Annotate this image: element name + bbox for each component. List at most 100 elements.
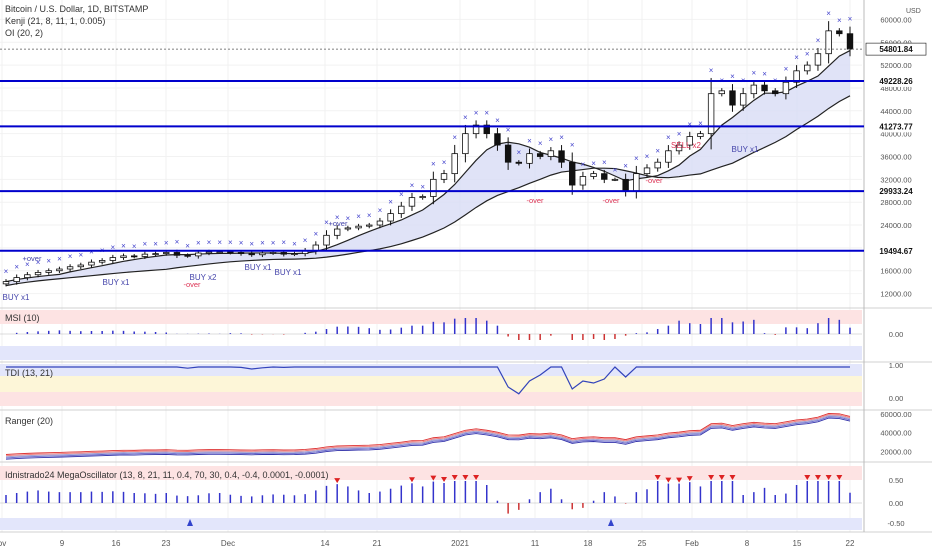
- cross-marker: ×: [132, 242, 137, 251]
- price-pane: × × × × × × × × × × × × × × × × × × × × × × × × × × × × × × × × × × × × × × × ×…: [0, 9, 864, 302]
- cross-marker: ×: [709, 66, 714, 75]
- cross-marker: ×: [538, 139, 543, 148]
- candle-down: [536, 153, 544, 157]
- ranger-tick-label: 60000.00: [880, 410, 911, 419]
- indicator-oi-label[interactable]: OI (20, 2): [5, 28, 43, 38]
- tdi-tick-label: 1.00: [889, 361, 904, 370]
- candle-down: [569, 161, 576, 186]
- cross-marker: ×: [837, 16, 842, 25]
- mega-oscillator-pane: [0, 466, 862, 530]
- candle-up: [579, 176, 587, 186]
- candle-up: [430, 178, 437, 197]
- cross-marker: ×: [367, 211, 372, 220]
- x-tick-label: Dec: [221, 539, 235, 548]
- candle-up: [120, 255, 127, 258]
- price-tick-label: 40000.00: [880, 130, 911, 139]
- cross-marker: ×: [549, 135, 554, 144]
- candle-up: [611, 178, 619, 181]
- candle-down: [280, 252, 287, 255]
- tdi-mid-zone: [0, 376, 862, 392]
- cross-marker: ×: [185, 241, 190, 250]
- cross-marker: ×: [784, 65, 789, 74]
- candle-up: [526, 153, 533, 164]
- cross-marker: ×: [271, 239, 276, 248]
- candle-up: [109, 257, 117, 261]
- cross-marker: ×: [388, 197, 393, 206]
- candle-up: [408, 197, 416, 207]
- mega-peak-marker: [676, 477, 683, 483]
- candle-up: [88, 261, 95, 266]
- cross-marker: ×: [260, 239, 265, 248]
- candle-down: [131, 255, 138, 258]
- cross-marker: ×: [196, 238, 201, 247]
- symbol-title[interactable]: Bitcoin / U.S. Dollar, 1D, BITSTAMP: [5, 4, 148, 14]
- sell-signal-label: SELL x2: [671, 141, 701, 150]
- candle-down: [729, 90, 736, 106]
- x-tick-label: 25: [638, 539, 647, 548]
- cross-marker: ×: [399, 190, 404, 199]
- price-tick-label: 32000.00: [880, 175, 911, 184]
- x-tick-label: 2021: [451, 539, 469, 548]
- indicator-kenji-label[interactable]: Kenji (21, 8, 11, 1, 0.005): [5, 16, 105, 26]
- price-tick-label: 12000.00: [880, 290, 911, 299]
- candle-up: [547, 150, 555, 157]
- msi-lower-zone: [0, 346, 862, 360]
- candle-up: [45, 270, 52, 273]
- mega-peak-marker: [441, 477, 448, 482]
- mega-title[interactable]: Idnistrado24 MegaOscillator (13, 8, 21, …: [5, 470, 329, 480]
- price-tick-label: 36000.00: [880, 153, 911, 162]
- cross-marker: ×: [217, 238, 222, 247]
- ranger-title[interactable]: Ranger (20): [5, 416, 53, 426]
- mega-tick-label: -0.50: [887, 519, 904, 528]
- mega-peak-marker: [825, 475, 832, 480]
- candle-down: [558, 150, 565, 163]
- candle-up: [387, 213, 394, 222]
- cross-marker: ×: [730, 72, 735, 81]
- cross-marker: ×: [581, 160, 586, 169]
- ma-band: [6, 50, 850, 286]
- mega-peak-marker: [814, 475, 821, 480]
- cross-marker: ×: [249, 239, 254, 248]
- cross-marker: ×: [335, 213, 340, 222]
- cross-marker: ×: [655, 146, 660, 155]
- cross-marker: ×: [431, 160, 436, 169]
- x-tick-label: 22: [846, 539, 855, 548]
- mega-peak-marker: [665, 477, 672, 483]
- ranger-pane: [5, 412, 851, 460]
- candle-up: [66, 266, 74, 270]
- cross-marker: ×: [677, 129, 682, 138]
- cross-marker: ×: [634, 154, 639, 163]
- cross-marker: ×: [527, 137, 532, 146]
- candle-down: [494, 133, 501, 146]
- candle-up: [163, 252, 170, 254]
- cross-marker: ×: [591, 159, 596, 168]
- price-tick-label: 48000.00: [880, 84, 911, 93]
- candle-up: [451, 153, 458, 175]
- price-tick-label: 24000.00: [880, 221, 911, 230]
- candle-up: [793, 70, 800, 83]
- ranger-band-line: [5, 416, 851, 459]
- x-tick-label: 8: [745, 539, 750, 548]
- candle-up: [707, 93, 715, 135]
- cross-marker: ×: [805, 49, 810, 58]
- slow-ma-line: [5, 95, 851, 287]
- tdi-line: [6, 366, 850, 395]
- price-tick-label: 28000.00: [880, 198, 911, 207]
- candle-down: [772, 90, 779, 95]
- cross-marker: ×: [346, 214, 351, 223]
- mega-peak-marker: [473, 475, 480, 480]
- over-signal-label: +over: [23, 254, 42, 263]
- price-tick-label: 44000.00: [880, 107, 911, 116]
- cross-marker: ×: [313, 229, 318, 238]
- level-label-bg: [866, 74, 926, 87]
- tdi-pane: [0, 364, 862, 406]
- cross-marker: ×: [687, 120, 692, 129]
- candle-up: [205, 251, 213, 254]
- cross-marker: ×: [292, 240, 297, 249]
- candle-down: [846, 33, 854, 50]
- tdi-title[interactable]: TDI (13, 21): [5, 368, 53, 378]
- mega-peak-marker: [451, 475, 458, 480]
- msi-title[interactable]: MSI (10): [5, 313, 40, 323]
- mega-peak-marker: [462, 475, 469, 480]
